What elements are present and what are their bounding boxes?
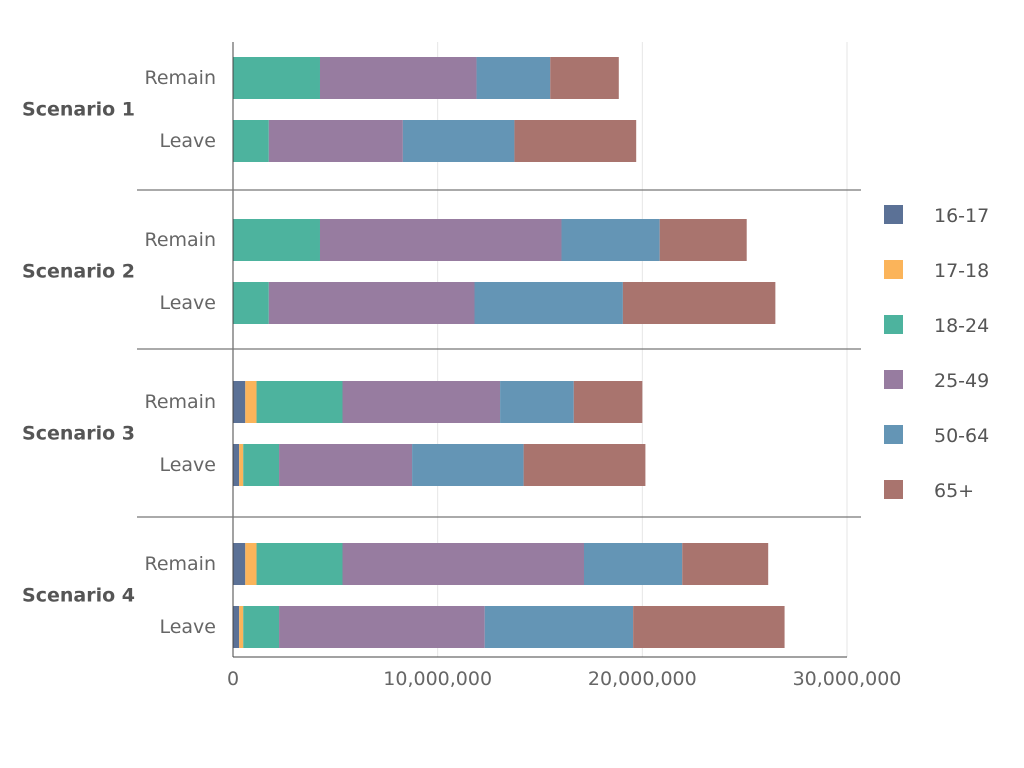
- labels-layer: 0 10,000,000 20,000,000 30,000,000 Remain Lea…: [22, 67, 901, 690]
- bar-segment-25-49[interactable]: [342, 543, 585, 585]
- bar-segment-25-49[interactable]: [268, 282, 475, 324]
- category-label: Remain: [144, 391, 216, 413]
- bar-segment-17-18[interactable]: [239, 444, 244, 486]
- bar-segment-65plus[interactable]: [514, 120, 637, 162]
- bar-segment-50-64[interactable]: [500, 381, 574, 423]
- group-label: Scenario 1: [22, 99, 135, 121]
- bar-segment-18-24[interactable]: [233, 120, 269, 162]
- bar-segment-17-18[interactable]: [239, 606, 244, 648]
- x-tick-label: 0: [227, 668, 239, 690]
- bar-segment-16-17[interactable]: [233, 444, 240, 486]
- bars-layer: [233, 57, 785, 648]
- bar-segment-18-24[interactable]: [256, 381, 343, 423]
- legend-swatch: [884, 425, 903, 444]
- group-label: Scenario 4: [22, 585, 135, 607]
- bar-segment-50-64[interactable]: [484, 606, 634, 648]
- bar-segment-18-24[interactable]: [233, 282, 269, 324]
- bar-segment-65plus[interactable]: [682, 543, 769, 585]
- legend-swatch: [884, 480, 903, 499]
- axes-layer: [137, 42, 861, 658]
- bar-segment-16-17[interactable]: [233, 543, 246, 585]
- legend-label: 16-17: [934, 205, 989, 227]
- bar-segment-18-24[interactable]: [233, 219, 320, 261]
- category-label: Remain: [144, 553, 216, 575]
- legend-label: 50-64: [934, 425, 989, 447]
- category-label: Remain: [144, 229, 216, 251]
- bar-segment-18-24[interactable]: [233, 57, 320, 99]
- category-label: Leave: [159, 616, 216, 638]
- bar-segment-65plus[interactable]: [633, 606, 785, 648]
- bar-segment-65plus[interactable]: [622, 282, 776, 324]
- legend: 16-17 17-18 18-24 25-49 50-64 65+: [884, 205, 989, 502]
- legend-swatch: [884, 315, 903, 334]
- category-label: Remain: [144, 67, 216, 89]
- bar-segment-50-64[interactable]: [412, 444, 524, 486]
- bar-segment-18-24[interactable]: [243, 444, 280, 486]
- category-label: Leave: [159, 130, 216, 152]
- bar-segment-65plus[interactable]: [550, 57, 619, 99]
- legend-swatch: [884, 370, 903, 389]
- bar-segment-65plus[interactable]: [523, 444, 646, 486]
- legend-label: 18-24: [934, 315, 989, 337]
- legend-swatch: [884, 205, 903, 224]
- legend-label: 25-49: [934, 370, 989, 392]
- bar-segment-25-49[interactable]: [319, 57, 477, 99]
- bar-segment-50-64[interactable]: [476, 57, 551, 99]
- x-tick-label: 20,000,000: [588, 668, 697, 690]
- bar-segment-25-49[interactable]: [279, 606, 485, 648]
- x-tick-label: 30,000,000: [793, 668, 902, 690]
- bar-segment-50-64[interactable]: [402, 120, 515, 162]
- bar-segment-50-64[interactable]: [584, 543, 683, 585]
- category-label: Leave: [159, 292, 216, 314]
- bar-segment-16-17[interactable]: [233, 606, 240, 648]
- bar-segment-25-49[interactable]: [319, 219, 562, 261]
- bar-segment-17-18[interactable]: [245, 543, 257, 585]
- bar-segment-65plus[interactable]: [659, 219, 747, 261]
- bar-segment-25-49[interactable]: [342, 381, 501, 423]
- category-label: Leave: [159, 454, 216, 476]
- bar-segment-16-17[interactable]: [233, 381, 246, 423]
- bar-segment-18-24[interactable]: [256, 543, 343, 585]
- x-tick-label: 10,000,000: [383, 668, 492, 690]
- bar-segment-25-49[interactable]: [279, 444, 413, 486]
- bar-segment-65plus[interactable]: [573, 381, 643, 423]
- group-label: Scenario 3: [22, 423, 135, 445]
- bar-segment-50-64[interactable]: [474, 282, 623, 324]
- legend-swatch: [884, 260, 903, 279]
- group-label: Scenario 2: [22, 261, 135, 283]
- bar-segment-17-18[interactable]: [245, 381, 257, 423]
- bar-segment-25-49[interactable]: [268, 120, 403, 162]
- legend-label: 17-18: [934, 260, 989, 282]
- bar-segment-50-64[interactable]: [561, 219, 660, 261]
- bar-segment-18-24[interactable]: [243, 606, 280, 648]
- legend-label: 65+: [934, 480, 974, 502]
